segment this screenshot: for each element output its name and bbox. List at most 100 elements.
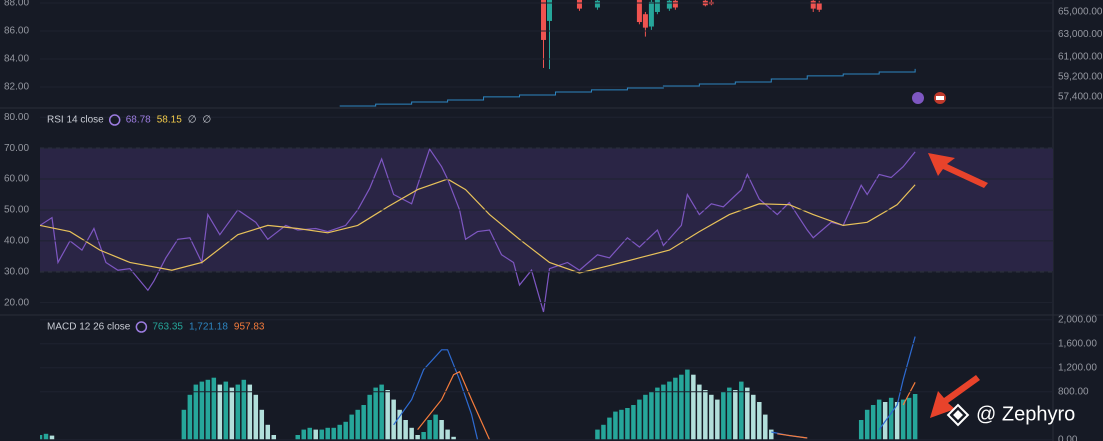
panel <box>40 336 918 441</box>
histogram-bar <box>421 432 426 440</box>
histogram-bar <box>876 399 882 440</box>
histogram-bar <box>241 379 247 440</box>
histogram-bar <box>655 387 660 440</box>
histogram-bar <box>349 414 354 440</box>
legend-title: MACD 12 26 close <box>47 322 131 333</box>
y-tick-label: 80.00 <box>4 112 29 123</box>
histogram-bar <box>643 394 648 440</box>
histogram-bar <box>253 394 259 440</box>
histogram-bar <box>337 424 342 440</box>
y-tick-label: 1,200.00 <box>1058 362 1097 373</box>
watermark-text: @ Zephyro <box>976 403 1075 425</box>
candle-body <box>810 0 816 9</box>
histogram-bar <box>391 399 396 440</box>
histogram-bar <box>870 405 876 440</box>
line-series <box>40 178 916 274</box>
histogram-bar <box>757 402 762 440</box>
histogram-bar <box>451 436 456 440</box>
legend-reading: ∅ <box>188 115 197 126</box>
histogram-bar <box>187 394 193 440</box>
histogram-bar <box>247 384 253 440</box>
histogram-bar <box>673 377 678 440</box>
histogram-bar <box>211 377 217 440</box>
legend-icon <box>108 114 121 126</box>
histogram-bar <box>40 435 43 440</box>
indicator-icons <box>912 92 946 104</box>
y-tick-label: 2,000.00 <box>1058 314 1097 325</box>
histogram-bar <box>271 435 277 440</box>
y-tick-label: 84.00 <box>4 54 29 65</box>
y-tick-label: 86.00 <box>4 26 29 37</box>
y-tick-label: 63,000.00 <box>1058 29 1103 40</box>
histogram-bar <box>619 409 624 440</box>
histogram-bar <box>235 384 241 440</box>
histogram-bar <box>900 399 906 440</box>
histogram-bar <box>745 387 750 440</box>
candle-body <box>816 3 822 10</box>
histogram-bar <box>193 384 199 440</box>
histogram-bar <box>631 405 636 440</box>
histogram-bar <box>691 374 696 440</box>
legend-reading: 58.15 <box>157 115 182 126</box>
y-tick-label: 50.00 <box>4 205 29 216</box>
legend-reading: 957.83 <box>234 322 265 333</box>
candle-body <box>672 0 678 8</box>
legend: MACD 12 26 close 763.35 1,721.18 957.83 <box>47 321 265 333</box>
macd-line <box>417 370 916 441</box>
y-tick-label: 60.00 <box>4 174 29 185</box>
histogram-bar <box>325 427 330 440</box>
histogram-bar <box>763 414 768 440</box>
step-line <box>339 68 916 107</box>
histogram-bar <box>709 394 714 440</box>
histogram-bar <box>721 391 726 440</box>
candle-body <box>648 1 654 27</box>
histogram-bar <box>601 424 606 440</box>
histogram-bar <box>715 399 720 440</box>
histogram-bar <box>595 429 600 440</box>
candle-body <box>654 0 660 12</box>
histogram-bar <box>661 384 666 440</box>
histogram-bar <box>679 374 684 440</box>
histogram-bar <box>906 397 912 440</box>
y-tick-label: 70.00 <box>4 143 29 154</box>
legend-reading: 1,721.18 <box>189 322 228 333</box>
histogram-bar <box>307 427 312 440</box>
legend-reading: 763.35 <box>152 322 183 333</box>
panel <box>339 0 916 107</box>
legend-reading: ∅ <box>202 115 211 126</box>
candle-body <box>541 0 547 40</box>
y-tick-label: 800.00 <box>1058 386 1089 397</box>
y-tick-label: 61,000.00 <box>1058 51 1103 62</box>
histogram-bar <box>613 411 618 440</box>
histogram-bar <box>259 409 265 440</box>
y-tick-label: 57,400.00 <box>1058 92 1103 103</box>
histogram-bar <box>397 409 402 440</box>
histogram-bar <box>439 420 444 440</box>
histogram-bar <box>894 402 900 440</box>
histogram-bar <box>355 409 360 440</box>
histogram-bar <box>319 429 324 440</box>
candle-body <box>576 0 582 9</box>
candle-body <box>546 0 552 21</box>
y-tick-label: 88.00 <box>4 0 29 9</box>
histogram-bar <box>301 429 306 440</box>
histogram-bar <box>367 394 372 440</box>
y-tick-label: 20.00 <box>4 297 29 308</box>
histogram-bar <box>229 387 235 440</box>
histogram-bar <box>637 399 642 440</box>
legend: RSI 14 close 68.78 58.15 ∅ ∅ <box>47 114 211 126</box>
histogram-bar <box>361 405 366 440</box>
histogram-bar <box>625 408 630 440</box>
histogram-bar <box>43 433 49 440</box>
histogram-bar <box>409 427 414 440</box>
y-tick-label: 1,600.00 <box>1058 338 1097 349</box>
histogram-bar <box>667 381 672 440</box>
histogram-bar <box>751 394 756 440</box>
histogram-bar <box>727 387 732 440</box>
histogram-bar <box>343 421 348 440</box>
legend-reading: 68.78 <box>126 115 151 126</box>
histogram-bar <box>379 384 384 440</box>
histogram-bar <box>888 397 894 440</box>
histogram-bar <box>217 384 223 440</box>
